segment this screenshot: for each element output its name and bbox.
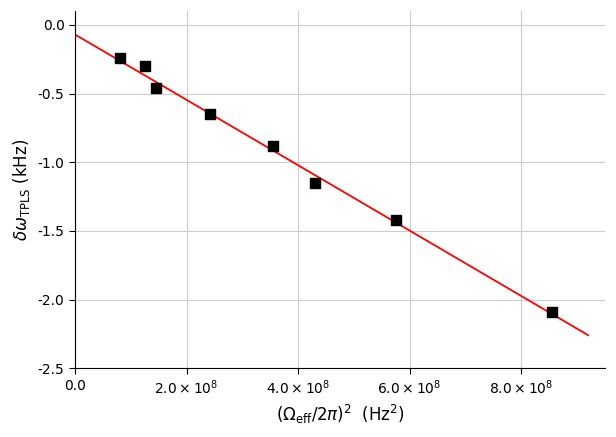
Point xyxy=(547,309,557,316)
Point xyxy=(310,179,320,186)
Point xyxy=(115,54,124,61)
Point xyxy=(205,111,215,118)
X-axis label: $(\Omega_{\rm eff}/2\pi)^2$  (Hz$^2$): $(\Omega_{\rm eff}/2\pi)^2$ (Hz$^2$) xyxy=(275,403,404,426)
Point xyxy=(140,62,150,69)
Point xyxy=(151,84,161,91)
Y-axis label: $\delta\omega_{\rm TPLS}$ (kHz): $\delta\omega_{\rm TPLS}$ (kHz) xyxy=(11,139,32,241)
Point xyxy=(268,142,278,149)
Point xyxy=(391,216,400,223)
